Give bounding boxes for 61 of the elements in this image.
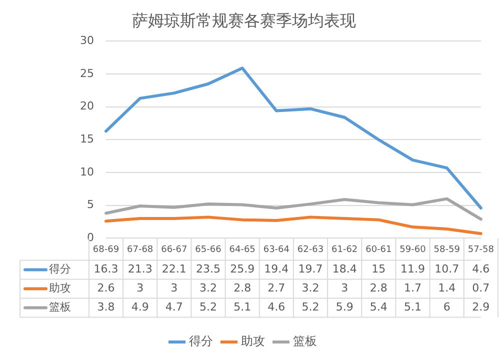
chart-title: 萨姆琼斯常规赛各赛季场均表现 [132, 10, 356, 30]
data-label: 5.1 [234, 300, 252, 314]
x-tick-label: 62-63 [297, 244, 324, 255]
data-label: 2.8 [370, 282, 388, 295]
data-label: 6 [443, 300, 450, 314]
y-tick-label: 15 [80, 132, 94, 146]
data-label: 5.2 [302, 300, 320, 314]
data-label: 3.2 [302, 282, 320, 295]
data-label: 3 [341, 282, 348, 295]
data-label: 3 [136, 282, 144, 295]
data-label: 19.7 [298, 262, 323, 276]
data-label: 10.7 [434, 262, 460, 276]
legend-label: 助攻 [49, 282, 71, 295]
x-tick-label: 63-64 [263, 244, 290, 255]
data-label: 3 [170, 282, 178, 295]
data-label: 5.9 [336, 300, 354, 314]
x-tick-label: 58-59 [434, 244, 460, 255]
text: 助攻 [241, 334, 265, 348]
x-tick-label: 66-67 [161, 244, 188, 255]
x-tick-label: 67-68 [127, 244, 154, 255]
data-label: 21.3 [128, 262, 152, 276]
data-label: 5.2 [200, 300, 217, 314]
data-label: 2.9 [472, 300, 490, 314]
data-label: 25.9 [230, 262, 255, 276]
data-label: 0.7 [472, 282, 490, 295]
data-label: 4.6 [268, 300, 286, 314]
data-label: 1.7 [404, 282, 422, 295]
data-label: 16.3 [94, 262, 118, 276]
y-tick-label: 25 [80, 66, 94, 80]
data-label: 4.7 [165, 300, 183, 314]
x-tick-label: 68-69 [92, 244, 120, 255]
data-label: 3.2 [200, 282, 217, 295]
data-label: 4.9 [131, 300, 149, 314]
data-label: 1.4 [438, 282, 456, 295]
data-label: 19.4 [264, 262, 289, 276]
data-label: 3.8 [97, 300, 115, 314]
data-label: 22.1 [162, 262, 186, 276]
legend-label: 得分 [49, 262, 71, 276]
x-tick-label: 61-62 [332, 244, 358, 255]
x-tick-label: 59-60 [400, 244, 426, 255]
y-tick-label: 30 [80, 34, 94, 48]
legend-label: 篮板 [49, 300, 71, 314]
x-tick-label: 60-61 [366, 244, 392, 255]
data-label: 5.4 [370, 300, 388, 314]
data-label: 2.7 [268, 282, 286, 295]
data-label: 2.6 [97, 282, 115, 295]
data-label: 15 [372, 262, 386, 276]
text: 篮板 [293, 334, 317, 348]
text: 得分 [189, 334, 213, 348]
y-tick-label: 10 [80, 165, 94, 178]
x-tick-label: 64-65 [229, 244, 256, 255]
y-tick-label: 20 [80, 100, 94, 113]
data-label: 2.8 [234, 282, 252, 295]
data-label: 23.5 [196, 262, 220, 276]
x-tick-label: 65-66 [195, 244, 222, 255]
data-label: 18.4 [332, 262, 357, 276]
x-tick-label: 57-58 [468, 244, 494, 255]
data-label: 11.9 [400, 262, 426, 276]
data-label: 5.1 [404, 300, 422, 314]
y-tick-label: 5 [87, 198, 94, 212]
data-label: 4.6 [472, 262, 490, 276]
